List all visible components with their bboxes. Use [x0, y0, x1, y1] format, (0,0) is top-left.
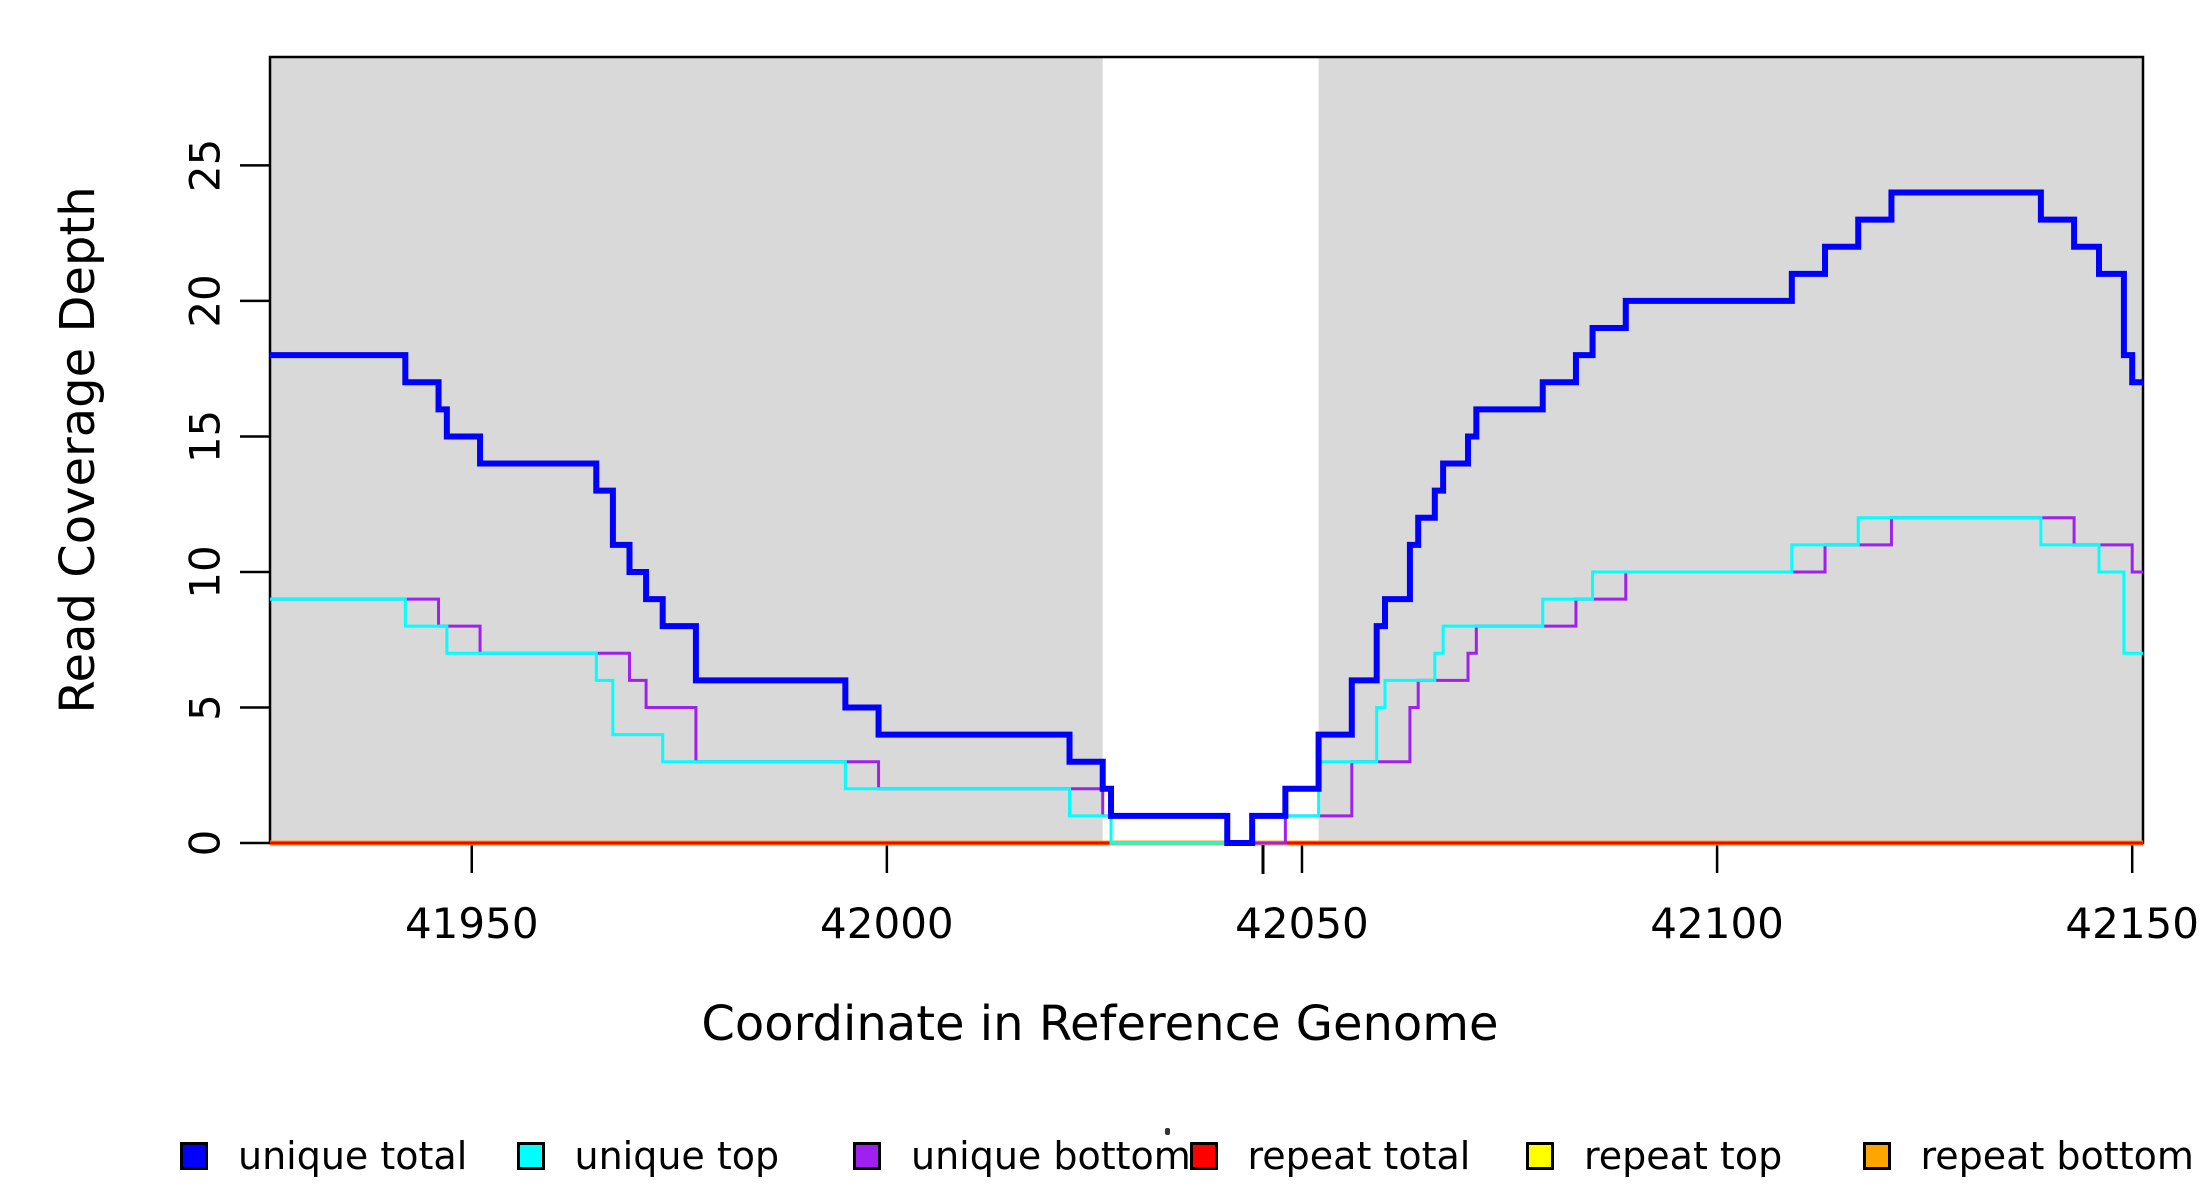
- y-tick-label: 20: [181, 274, 230, 327]
- x-tick-label: 41950: [405, 899, 539, 948]
- y-tick-label: 0: [181, 830, 230, 857]
- shaded-region: [270, 57, 1103, 843]
- x-tick-label: 42000: [820, 899, 954, 948]
- legend-item-unique-total: unique total: [180, 1134, 468, 1178]
- x-tick-label: 42150: [2065, 899, 2199, 948]
- legend-swatch-unique-bottom: [853, 1142, 881, 1170]
- shaded-region: [1318, 57, 2143, 843]
- legend-label: repeat bottom: [1920, 1134, 2194, 1178]
- legend-item-repeat-total: repeat total: [1189, 1134, 1471, 1178]
- legend-item-unique-top: unique top: [516, 1134, 780, 1178]
- x-tick-label: 42100: [1650, 899, 1784, 948]
- legend-swatch-repeat-total: [1189, 1142, 1218, 1170]
- legend-swatch-unique-top: [516, 1142, 545, 1170]
- legend: unique total unique top unique bottom repea…: [0, 1134, 2200, 1178]
- legend-item-unique-bottom: unique bottom: [853, 1134, 1191, 1178]
- legend-swatch-repeat-bottom: [1862, 1142, 1891, 1170]
- y-tick-label: 25: [181, 139, 230, 192]
- y-tick-label: 5: [181, 694, 230, 721]
- y-axis-title: Read Coverage Depth: [50, 186, 106, 714]
- legend-label: repeat top: [1584, 1134, 1783, 1178]
- x-axis-title: Coordinate in Reference Genome: [701, 996, 1499, 1052]
- series-line-unique-top: [270, 516, 2143, 845]
- legend-swatch-repeat-top: [1526, 1142, 1554, 1170]
- legend-item-repeat-top: repeat top: [1526, 1134, 1783, 1178]
- legend-swatch-unique-total: [180, 1142, 208, 1170]
- y-tick-label: 10: [181, 545, 230, 598]
- stray-dot-mark: [1165, 1128, 1170, 1135]
- x-tick-label: 42050: [1235, 899, 1369, 948]
- legend-label: repeat total: [1247, 1134, 1471, 1178]
- legend-label: unique total: [238, 1134, 468, 1178]
- legend-label: unique top: [574, 1134, 780, 1178]
- legend-item-repeat-bottom: repeat bottom: [1862, 1134, 2194, 1178]
- y-tick-label: 15: [181, 410, 230, 463]
- legend-label: unique bottom: [911, 1134, 1191, 1178]
- series-line-unique-total: [270, 189, 2143, 846]
